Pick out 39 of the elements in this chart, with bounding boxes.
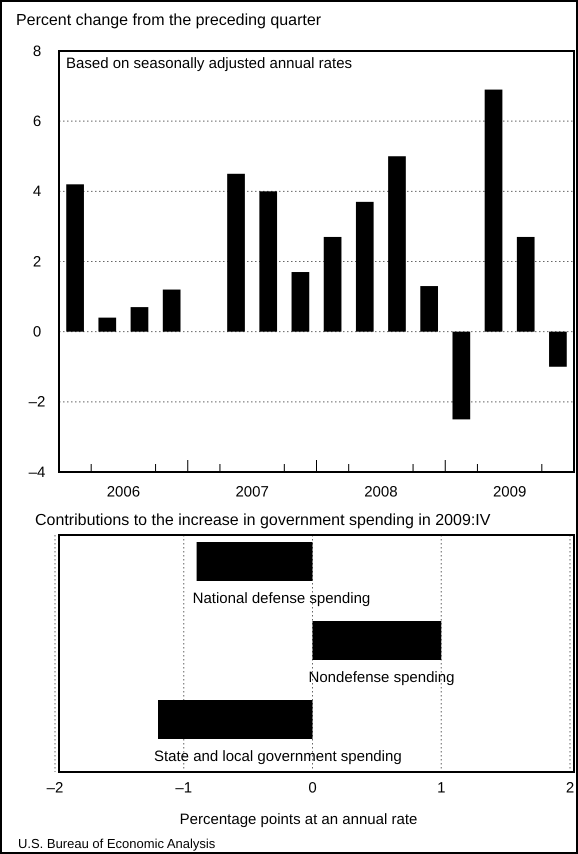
bar: [452, 332, 470, 420]
y-tick-label: 8: [32, 42, 42, 60]
bar: [356, 202, 374, 332]
x-tick-label: 2: [566, 780, 574, 797]
bar: [549, 332, 567, 367]
bar: [227, 174, 245, 332]
bar: [420, 286, 438, 332]
bar: [388, 156, 406, 332]
y-tick-label: 4: [32, 183, 42, 200]
bar: [484, 90, 502, 332]
x-tick-label: 2008: [364, 484, 398, 501]
x-tick-label: 1: [437, 780, 446, 797]
y-tick-label: National defense spending: [192, 590, 370, 607]
y-tick-label: –2: [28, 394, 46, 411]
bar: [66, 184, 84, 332]
chart-title: Contributions to the increase in government spending in 2009:IV: [35, 512, 491, 529]
y-tick-label: 2: [32, 253, 42, 270]
y-tick-label: State and local government spending: [154, 748, 402, 765]
y-tick-label: Nondefense spending: [308, 669, 454, 686]
bar: [259, 191, 278, 332]
bar: [324, 236, 342, 332]
bar: [292, 272, 310, 332]
x-axis-title: Percentage points at an annual rate: [180, 811, 418, 828]
text: U.S. Bureau of Economic Analysis: [18, 836, 216, 851]
bar: [130, 307, 148, 332]
bar: [98, 318, 116, 332]
bar: [162, 290, 181, 332]
chart-subtitle: Based on seasonally adjusted annual rates: [66, 55, 352, 72]
y-tick-label: 0: [32, 323, 42, 340]
x-tick-label: –1: [175, 780, 192, 797]
y-tick-label: 6: [32, 112, 42, 130]
y-axis-title: Percent change from the preceding quarter: [16, 12, 322, 29]
x-tick-label: –2: [46, 780, 64, 797]
x-tick-label: 2006: [106, 484, 140, 501]
bar: [516, 236, 535, 332]
x-tick-label: 2009: [492, 484, 526, 501]
x-tick-label: 2007: [235, 484, 269, 501]
x-tick-label: 0: [308, 780, 317, 797]
y-tick-label: –4: [28, 464, 46, 481]
